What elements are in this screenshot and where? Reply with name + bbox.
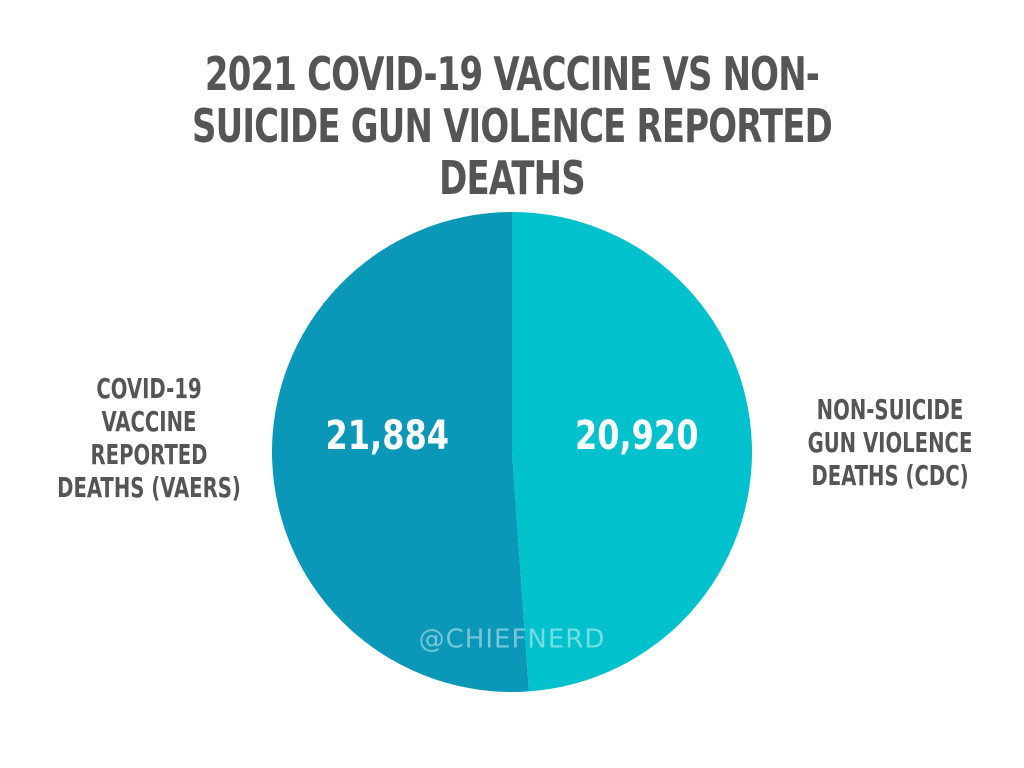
value-label: 21,884: [326, 411, 449, 458]
pie-slice: [271, 212, 529, 692]
category-label: NON-SUICIDE GUN VIOLENCE DEATHS (CDC): [807, 393, 973, 492]
pie-slice: [512, 212, 752, 692]
chart-title: 2021 COVID-19 VACCINE VS NON-SUICIDE GUN…: [192, 47, 833, 205]
value-label: 20,920: [575, 411, 698, 458]
watermark: @CHIEFNERD: [419, 625, 606, 655]
category-label: COVID-19 VACCINE REPORTED DEATHS (VAERS): [57, 372, 241, 504]
